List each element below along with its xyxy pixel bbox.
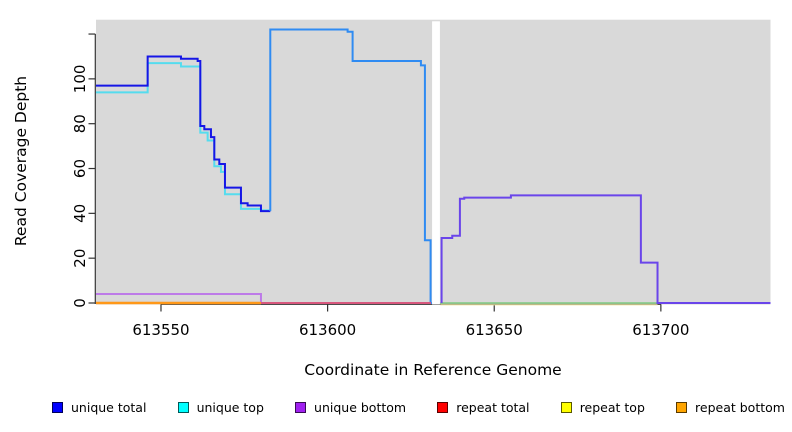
legend-label-repeat-total: repeat total <box>456 400 530 415</box>
legend-label-unique-total: unique total <box>71 400 147 415</box>
legend-item-repeat-top: repeat top <box>560 400 645 415</box>
x-tick-label: 613700 <box>632 321 689 339</box>
x-tick-label: 613650 <box>466 321 523 339</box>
legend-item-unique-top: unique top <box>177 400 264 415</box>
repeat-total-swatch-icon <box>437 402 449 413</box>
legend-label-repeat-top: repeat top <box>579 400 645 415</box>
legend: unique total unique top unique bottom repea… <box>52 400 785 415</box>
legend-item-repeat-bottom: repeat bottom <box>676 400 785 415</box>
legend-label-unique-bottom: unique bottom <box>314 400 407 415</box>
series-unique-total-left-of-gap- <box>96 55 271 213</box>
x-tick-label: 613550 <box>132 321 189 339</box>
x-tick-label: 613600 <box>299 321 356 339</box>
y-axis-label: Read Coverage Depth <box>12 75 30 247</box>
series-unique-bottom-right-of-gap- <box>440 194 771 304</box>
repeat-top-swatch-icon <box>560 402 572 413</box>
series-unique-total-unique-top-merged-plateau- <box>269 28 432 304</box>
repeat-bottom-swatch-icon <box>676 402 688 413</box>
y-tick-label: 0 <box>71 298 89 308</box>
no-data-gap <box>432 21 440 305</box>
y-tick-label: 80 <box>71 114 89 133</box>
y-tick-label: 60 <box>71 159 89 178</box>
legend-item-unique-bottom: unique bottom <box>295 400 406 415</box>
legend-item-unique-total: unique total <box>52 400 146 415</box>
legend-label-repeat-bottom: repeat bottom <box>695 400 785 415</box>
unique-bottom-swatch-icon <box>295 402 307 413</box>
legend-item-repeat-total: repeat total <box>437 400 530 415</box>
unique-top-swatch-icon <box>177 402 189 413</box>
y-tick-label: 40 <box>71 204 89 223</box>
legend-label-unique-top: unique top <box>196 400 264 415</box>
unique-total-swatch-icon <box>52 402 63 413</box>
y-tick-label: 100 <box>71 65 89 94</box>
y-tick-label: 20 <box>71 249 89 268</box>
x-axis-label: Coordinate in Reference Genome <box>304 361 562 379</box>
